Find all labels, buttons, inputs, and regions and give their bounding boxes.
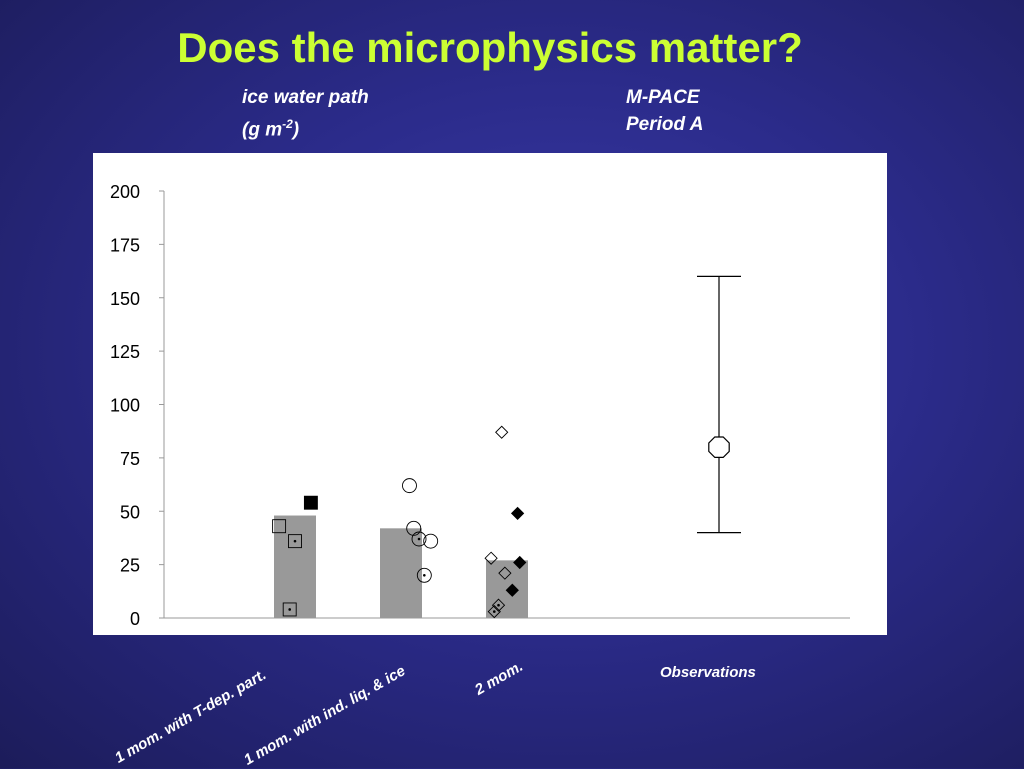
bar-1 bbox=[380, 528, 422, 618]
y-tick-label: 50 bbox=[120, 502, 140, 522]
y-tick-label: 100 bbox=[110, 396, 140, 416]
y-axis-label: ice water path (g m-2) bbox=[242, 84, 369, 143]
ice-water-path-chart: 0 25 50 75 100 125 150 175 200 bbox=[110, 182, 850, 629]
data-point-6 bbox=[411, 531, 427, 547]
data-point-11 bbox=[484, 551, 498, 565]
y-tick-label: 200 bbox=[110, 182, 140, 202]
data-point-2 bbox=[282, 602, 297, 617]
data-point-16 bbox=[487, 604, 501, 619]
data-point-10 bbox=[510, 506, 525, 521]
y-tick-label: 175 bbox=[110, 235, 140, 255]
case-label-line1: M-PACE bbox=[626, 87, 700, 108]
data-point-12 bbox=[498, 566, 512, 580]
data-point-1 bbox=[288, 534, 302, 549]
case-label-line2: Period A bbox=[626, 114, 704, 135]
x-category-label-3: Observations bbox=[660, 664, 756, 681]
data-point-3 bbox=[303, 495, 318, 510]
data-point-0 bbox=[272, 519, 287, 534]
x-category-label-2: 2 mom. bbox=[472, 657, 526, 699]
data-point-15 bbox=[491, 598, 506, 612]
data-point-8 bbox=[416, 567, 432, 583]
y-tick-label: 75 bbox=[120, 449, 140, 469]
y-axis-label-line1: ice water path bbox=[242, 87, 369, 108]
observation-point bbox=[708, 436, 730, 458]
y-tick-label: 25 bbox=[120, 556, 140, 576]
case-label: M-PACE Period A bbox=[626, 84, 703, 138]
data-point-8-center bbox=[423, 574, 426, 577]
data-point-16-center bbox=[492, 610, 496, 613]
plot-panel: 0 25 50 75 100 125 150 175 200 bbox=[93, 153, 887, 635]
data-point-9 bbox=[495, 425, 509, 439]
data-point-1-center bbox=[293, 539, 297, 543]
data-point-4 bbox=[402, 478, 417, 494]
data-point-14 bbox=[505, 583, 519, 597]
y-tick-label: 150 bbox=[110, 289, 140, 309]
slide-title: Does the microphysics matter? bbox=[177, 24, 803, 71]
data-point-5 bbox=[406, 520, 422, 536]
data-point-15-center bbox=[497, 603, 500, 607]
y-axis-label-line2: (g m-2) bbox=[242, 117, 300, 141]
y-tick-label: 125 bbox=[110, 342, 140, 362]
data-point-7 bbox=[423, 533, 439, 549]
data-point-2-center bbox=[288, 608, 291, 611]
data-point-6-center bbox=[417, 537, 421, 541]
y-tick-label: 0 bbox=[130, 609, 140, 629]
data-point-13 bbox=[513, 555, 527, 570]
